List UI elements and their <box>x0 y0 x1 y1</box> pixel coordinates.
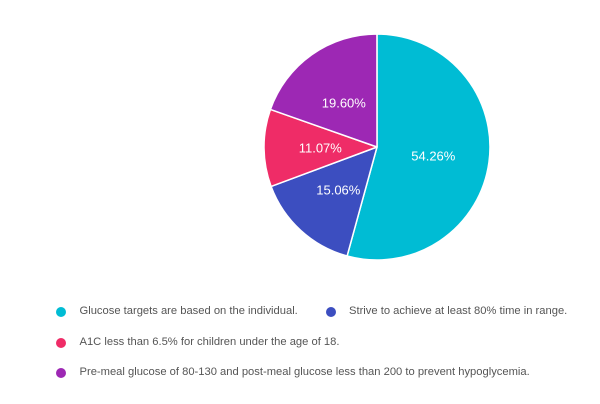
svg-text:15.06%: 15.06% <box>316 183 361 198</box>
svg-text:19.60%: 19.60% <box>322 95 367 110</box>
svg-text:11.07%: 11.07% <box>299 141 343 156</box>
svg-text:54.26%: 54.26% <box>411 149 456 164</box>
